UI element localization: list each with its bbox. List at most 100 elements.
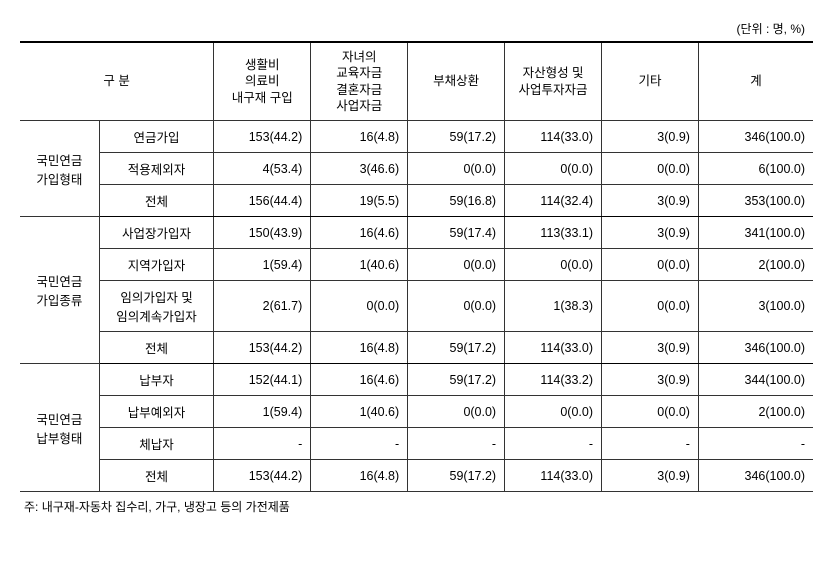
data-cell: 150(43.9) — [214, 217, 311, 249]
row-label: 적용제외자 — [99, 153, 214, 185]
data-cell: 3(0.9) — [602, 364, 699, 396]
row-label: 전체 — [99, 185, 214, 217]
row-label: 지역가입자 — [99, 249, 214, 281]
table-row: 전체156(44.4)19(5.5)59(16.8)114(32.4)3(0.9… — [20, 185, 813, 217]
row-label: 체납자 — [99, 428, 214, 460]
data-cell: 6(100.0) — [698, 153, 813, 185]
table-row: 국민연금가입종류사업장가입자150(43.9)16(4.6)59(17.4)11… — [20, 217, 813, 249]
data-cell: 0(0.0) — [602, 249, 699, 281]
data-cell: 114(33.0) — [505, 121, 602, 153]
data-cell: 0(0.0) — [311, 281, 408, 332]
data-cell: 59(17.2) — [408, 332, 505, 364]
data-cell: 344(100.0) — [698, 364, 813, 396]
row-label: 임의가입자 및임의계속가입자 — [99, 281, 214, 332]
data-cell: 0(0.0) — [408, 153, 505, 185]
header-category: 구 분 — [20, 42, 214, 121]
data-cell: 3(46.6) — [311, 153, 408, 185]
data-cell: 2(100.0) — [698, 249, 813, 281]
table-row: 체납자------ — [20, 428, 813, 460]
data-cell: - — [311, 428, 408, 460]
data-cell: 152(44.1) — [214, 364, 311, 396]
data-cell: - — [698, 428, 813, 460]
table-row: 납부예외자1(59.4)1(40.6)0(0.0)0(0.0)0(0.0)2(1… — [20, 396, 813, 428]
table-row: 국민연금납부형태납부자152(44.1)16(4.6)59(17.2)114(3… — [20, 364, 813, 396]
data-cell: 153(44.2) — [214, 121, 311, 153]
data-cell: 3(0.9) — [602, 332, 699, 364]
data-cell: 153(44.2) — [214, 332, 311, 364]
header-col5: 기타 — [602, 42, 699, 121]
table-row: 임의가입자 및임의계속가입자2(61.7)0(0.0)0(0.0)1(38.3)… — [20, 281, 813, 332]
data-cell: 59(17.4) — [408, 217, 505, 249]
data-cell: 3(100.0) — [698, 281, 813, 332]
data-cell: 113(33.1) — [505, 217, 602, 249]
data-cell: 16(4.8) — [311, 460, 408, 492]
data-cell: 0(0.0) — [602, 153, 699, 185]
group-header: 국민연금가입종류 — [20, 217, 99, 364]
data-cell: 59(17.2) — [408, 121, 505, 153]
data-cell: 19(5.5) — [311, 185, 408, 217]
table-row: 국민연금가입형태연금가입153(44.2)16(4.8)59(17.2)114(… — [20, 121, 813, 153]
header-col2: 자녀의교육자금결혼자금사업자금 — [311, 42, 408, 121]
footnote: 주: 내구재-자동차 집수리, 가구, 냉장고 등의 가전제품 — [20, 498, 813, 515]
data-cell: 0(0.0) — [408, 281, 505, 332]
group-header: 국민연금가입형태 — [20, 121, 99, 217]
table-row: 전체153(44.2)16(4.8)59(17.2)114(33.0)3(0.9… — [20, 332, 813, 364]
data-cell: 59(16.8) — [408, 185, 505, 217]
table-row: 지역가입자1(59.4)1(40.6)0(0.0)0(0.0)0(0.0)2(1… — [20, 249, 813, 281]
data-cell: 59(17.2) — [408, 460, 505, 492]
row-label: 연금가입 — [99, 121, 214, 153]
data-cell: 3(0.9) — [602, 217, 699, 249]
data-cell: 3(0.9) — [602, 185, 699, 217]
data-cell: 2(100.0) — [698, 396, 813, 428]
data-cell: - — [505, 428, 602, 460]
data-cell: 341(100.0) — [698, 217, 813, 249]
data-cell: - — [602, 428, 699, 460]
data-cell: 0(0.0) — [602, 396, 699, 428]
data-cell: 0(0.0) — [505, 153, 602, 185]
data-cell: 114(33.0) — [505, 332, 602, 364]
data-cell: 1(59.4) — [214, 249, 311, 281]
data-cell: 114(32.4) — [505, 185, 602, 217]
data-cell: 4(53.4) — [214, 153, 311, 185]
table-row: 전체153(44.2)16(4.8)59(17.2)114(33.0)3(0.9… — [20, 460, 813, 492]
data-cell: - — [408, 428, 505, 460]
header-col1: 생활비의료비내구재 구입 — [214, 42, 311, 121]
data-cell: 1(59.4) — [214, 396, 311, 428]
data-cell: - — [214, 428, 311, 460]
data-table: 구 분 생활비의료비내구재 구입 자녀의교육자금결혼자금사업자금 부채상환 자산… — [20, 41, 813, 492]
data-cell: 346(100.0) — [698, 332, 813, 364]
data-cell: 114(33.0) — [505, 460, 602, 492]
data-cell: 1(38.3) — [505, 281, 602, 332]
row-label: 전체 — [99, 332, 214, 364]
data-cell: 16(4.8) — [311, 332, 408, 364]
row-label: 납부예외자 — [99, 396, 214, 428]
header-col3: 부채상환 — [408, 42, 505, 121]
data-cell: 2(61.7) — [214, 281, 311, 332]
data-cell: 1(40.6) — [311, 396, 408, 428]
header-col4: 자산형성 및사업투자자금 — [505, 42, 602, 121]
row-label: 전체 — [99, 460, 214, 492]
row-label: 사업장가입자 — [99, 217, 214, 249]
data-cell: 0(0.0) — [602, 281, 699, 332]
data-cell: 346(100.0) — [698, 460, 813, 492]
unit-label: (단위 : 명, %) — [20, 20, 813, 37]
data-cell: 0(0.0) — [505, 249, 602, 281]
data-cell: 3(0.9) — [602, 460, 699, 492]
data-cell: 59(17.2) — [408, 364, 505, 396]
table-row: 적용제외자4(53.4)3(46.6)0(0.0)0(0.0)0(0.0)6(1… — [20, 153, 813, 185]
data-cell: 3(0.9) — [602, 121, 699, 153]
data-cell: 1(40.6) — [311, 249, 408, 281]
data-cell: 0(0.0) — [408, 396, 505, 428]
header-col6: 계 — [698, 42, 813, 121]
data-cell: 353(100.0) — [698, 185, 813, 217]
data-cell: 16(4.8) — [311, 121, 408, 153]
data-cell: 346(100.0) — [698, 121, 813, 153]
data-cell: 0(0.0) — [408, 249, 505, 281]
data-cell: 16(4.6) — [311, 364, 408, 396]
data-cell: 0(0.0) — [505, 396, 602, 428]
data-cell: 16(4.6) — [311, 217, 408, 249]
data-cell: 153(44.2) — [214, 460, 311, 492]
group-header: 국민연금납부형태 — [20, 364, 99, 492]
data-cell: 114(33.2) — [505, 364, 602, 396]
row-label: 납부자 — [99, 364, 214, 396]
